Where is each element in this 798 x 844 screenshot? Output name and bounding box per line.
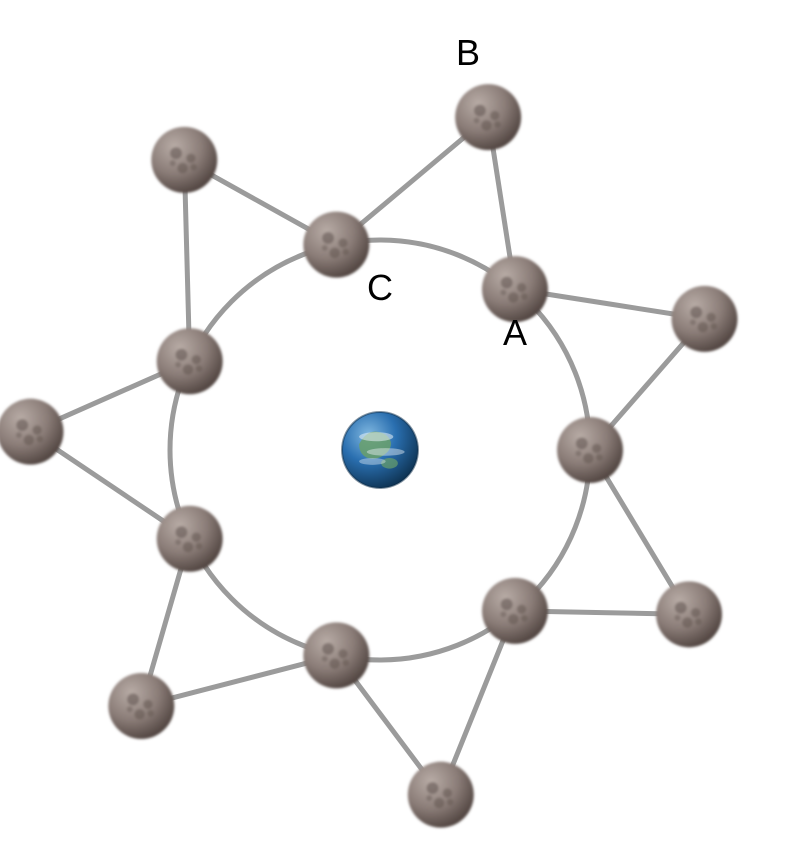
moon-inner-5 [482,578,548,644]
moon-inner-3 [157,506,223,572]
moon-outer-5 [656,581,722,647]
moon-outer-2 [0,399,63,465]
label-a: A [503,312,527,353]
earth [342,412,418,488]
moon-inner-1 [303,212,369,278]
moon-outer-4 [408,762,474,828]
label-c: C [367,267,393,308]
moon-outer-6 [672,286,738,352]
moon-inner-2 [157,328,223,394]
label-b: B [456,32,480,73]
moon-inner-6 [557,417,623,483]
moon-inner-4 [303,622,369,688]
moon-outer-0 [455,84,521,150]
moon-outer-1 [151,127,217,193]
moon-outer-3 [108,673,174,739]
